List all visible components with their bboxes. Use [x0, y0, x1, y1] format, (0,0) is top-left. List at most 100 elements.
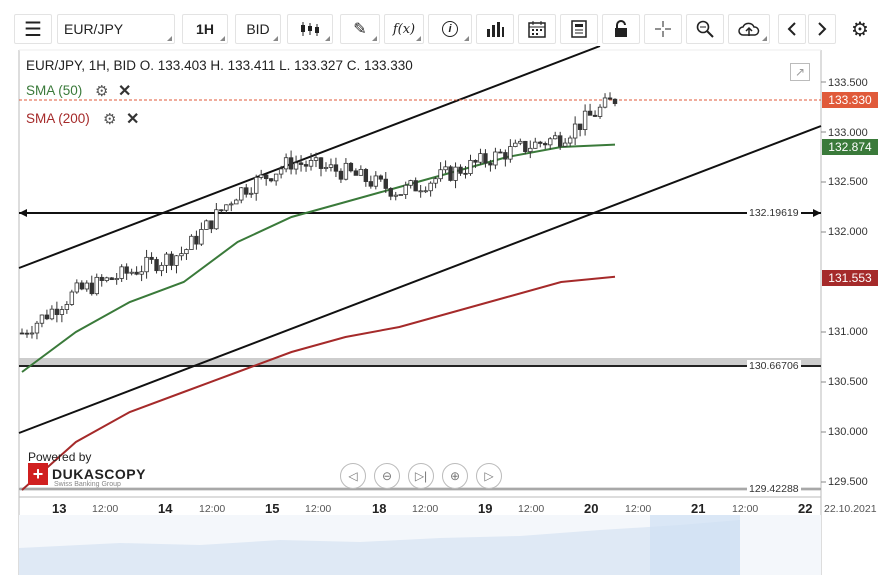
- upload-button[interactable]: [728, 14, 770, 44]
- sma200-price-tag: 131.553: [822, 270, 878, 286]
- candle-body: [159, 264, 164, 272]
- sma200-line[interactable]: [21, 275, 616, 491]
- volume-button[interactable]: [476, 14, 514, 44]
- info-button[interactable]: i: [428, 14, 472, 44]
- candle-body: [199, 229, 204, 245]
- candle-body: [602, 97, 608, 108]
- candle-body: [244, 187, 249, 195]
- candle-body: [408, 180, 413, 186]
- draw-button[interactable]: ✎: [340, 14, 380, 44]
- candle-body: [428, 182, 433, 192]
- candle-body: [174, 255, 179, 266]
- indicators-button[interactable]: f(x): [384, 14, 424, 44]
- reset-button[interactable]: ▷|: [408, 463, 434, 489]
- candle-body: [453, 166, 458, 181]
- report-icon: [571, 20, 587, 38]
- candle-body: [318, 157, 324, 169]
- report-button[interactable]: [560, 14, 598, 44]
- candle-body: [89, 282, 94, 295]
- x-tick-label: 18: [372, 501, 387, 516]
- crosshair-button[interactable]: [644, 14, 682, 44]
- candle-body: [283, 157, 289, 170]
- candle-body: [403, 184, 408, 195]
- settings-gear-icon: ⚙: [851, 18, 869, 41]
- zoom-in-icon: ⊕: [449, 469, 461, 483]
- candle-body: [278, 168, 284, 175]
- candle-body: [109, 277, 114, 281]
- candle-body: [523, 140, 528, 152]
- scroll-right-icon: ▷: [484, 469, 494, 483]
- price-side-select[interactable]: BID: [235, 14, 281, 44]
- channel-lower-line[interactable]: [18, 125, 822, 434]
- prev-button[interactable]: [778, 14, 806, 44]
- lock-icon: [615, 20, 627, 37]
- candle-body: [268, 178, 274, 182]
- zoom-in-button[interactable]: ⊕: [442, 463, 468, 489]
- crosshair-icon: [655, 21, 671, 37]
- candle-body: [239, 187, 244, 201]
- candle-body: [483, 153, 488, 164]
- calendar-button[interactable]: [518, 14, 556, 44]
- x-tick-label: 12:00: [732, 503, 759, 515]
- candle-body: [398, 194, 403, 196]
- candle-body: [308, 160, 314, 167]
- candle-body: [69, 291, 75, 305]
- candle-body: [258, 174, 264, 178]
- scroll-left-icon: ◁: [348, 469, 358, 483]
- sma200-remove-close-icon[interactable]: ✕: [126, 111, 140, 128]
- candle-body: [74, 282, 80, 293]
- next-button[interactable]: [808, 14, 836, 44]
- price-chart[interactable]: [0, 46, 886, 575]
- candle-body: [418, 190, 423, 193]
- candle-body: [144, 256, 149, 273]
- candle-body: [388, 188, 393, 197]
- candlestick-icon: [301, 22, 319, 36]
- candle-body: [194, 235, 199, 245]
- candle-body: [363, 169, 369, 182]
- candle-body: [134, 271, 139, 275]
- zoom-out-button[interactable]: ⊖: [374, 463, 400, 489]
- candle-body: [353, 170, 359, 176]
- expand-icon[interactable]: ↗: [790, 63, 810, 81]
- candle-body: [597, 106, 603, 117]
- sma200-settings-gear-icon[interactable]: ⚙: [103, 111, 117, 128]
- candle-body: [553, 135, 558, 140]
- menu-button[interactable]: ☰: [14, 14, 52, 44]
- swiss-cross-icon: +: [28, 463, 48, 485]
- cloud-upload-icon: [738, 22, 760, 36]
- zoom-button[interactable]: [686, 14, 724, 44]
- scroll-left-button[interactable]: ◁: [340, 463, 366, 489]
- symbol-select[interactable]: EUR/JPY: [57, 14, 175, 44]
- scroll-right-button[interactable]: ▷: [476, 463, 502, 489]
- candle-body: [179, 253, 184, 257]
- sma50-line[interactable]: [21, 143, 616, 373]
- candle-body: [214, 209, 219, 230]
- channel-upper-line[interactable]: [18, 46, 601, 269]
- lock-button[interactable]: [602, 14, 640, 44]
- candle-body: [49, 308, 55, 320]
- candle-body: [94, 276, 99, 295]
- sma50-price-tag: 132.874: [822, 139, 878, 155]
- sma50-legend[interactable]: SMA (50): [26, 83, 83, 98]
- sma200-legend[interactable]: SMA (200): [26, 111, 90, 126]
- chart-type-button[interactable]: [287, 14, 333, 44]
- candle-body: [423, 190, 428, 193]
- powered-by-text: Powered by: [28, 450, 92, 464]
- candle-body: [612, 98, 618, 104]
- candle-body: [229, 203, 234, 206]
- hline-label-132: 132.19619: [747, 207, 801, 219]
- candle-body: [119, 266, 124, 279]
- timeframe-select[interactable]: 1H: [182, 14, 228, 44]
- next-arrow-icon: [818, 22, 827, 36]
- candle-body: [488, 162, 493, 166]
- sma50-settings-gear-icon[interactable]: ⚙: [95, 83, 109, 100]
- fx-icon: f(x): [392, 21, 416, 37]
- ohlc-legend: EUR/JPY, 1H, BID O. 133.403 H. 133.411 L…: [26, 58, 413, 73]
- candle-body: [493, 151, 498, 166]
- settings-button[interactable]: ⚙: [846, 14, 874, 44]
- sma50-remove-close-icon[interactable]: ✕: [118, 83, 132, 100]
- candle-body: [438, 169, 443, 180]
- navigator-window[interactable]: [650, 515, 740, 575]
- y-tick-label: 131.000: [828, 326, 868, 338]
- candle-body: [184, 249, 189, 255]
